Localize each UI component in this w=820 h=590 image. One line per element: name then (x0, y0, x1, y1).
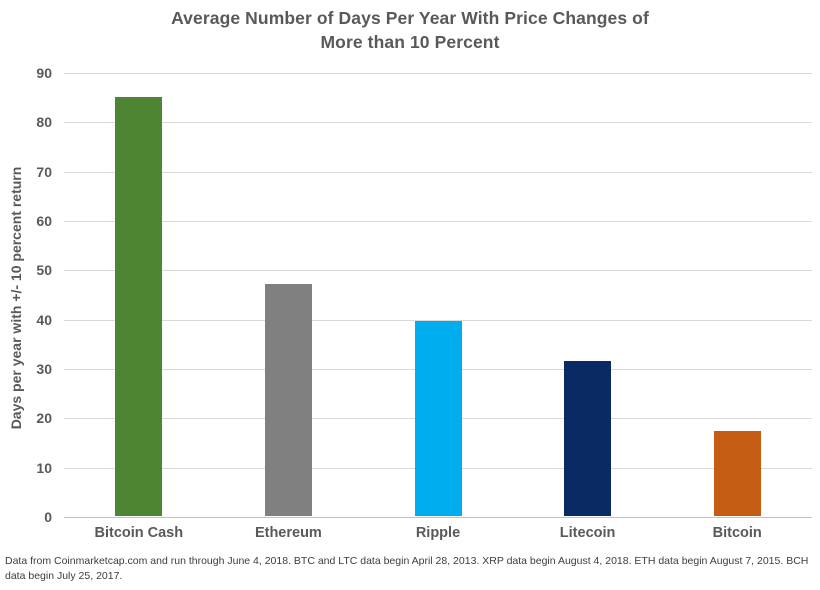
bar-ripple (414, 321, 462, 516)
gridline-70 (64, 171, 812, 173)
category-label-ripple: Ripple (415, 525, 461, 541)
bar-bitcoin (713, 430, 761, 516)
chart-title-line-1: Average Number of Days Per Year With Pri… (171, 8, 649, 28)
category-label-litecoin: Litecoin (559, 525, 616, 541)
y-axis-title: Days per year with +/- 10 percent return (8, 166, 24, 430)
chart-title-line-2: More than 10 Percent (320, 32, 500, 52)
bar-bitcoin-cash (115, 96, 163, 516)
y-tick-label-80: 80 (36, 114, 52, 131)
gridline-40 (64, 319, 812, 321)
y-tick-label-60: 60 (36, 213, 52, 229)
gridline-80 (64, 122, 812, 124)
plot-area (64, 73, 812, 518)
bar-litecoin (564, 360, 612, 516)
gridline-50 (64, 270, 812, 272)
y-tick-label-30: 30 (36, 361, 52, 377)
gridline-0 (64, 517, 812, 518)
category-label-bitcoin-cash: Bitcoin Cash (94, 525, 184, 541)
chart-title: Average Number of Days Per Year With Pri… (0, 6, 820, 54)
y-tick-label-90: 90 (36, 65, 52, 81)
y-tick-label-0: 0 (44, 509, 52, 525)
category-label-bitcoin: Bitcoin (712, 525, 762, 541)
gridline-90 (64, 73, 812, 74)
y-tick-label-20: 20 (36, 410, 52, 427)
y-tick-label-50: 50 (36, 262, 52, 279)
y-tick-label-70: 70 (36, 163, 52, 180)
category-label-ethereum: Ethereum (254, 525, 322, 541)
y-tick-label-10: 10 (36, 459, 52, 476)
bar-ethereum (264, 284, 312, 516)
gridline-60 (64, 221, 812, 222)
footnote: Data from Coinmarketcap.com and run thro… (5, 555, 809, 583)
y-tick-label-40: 40 (36, 311, 52, 328)
